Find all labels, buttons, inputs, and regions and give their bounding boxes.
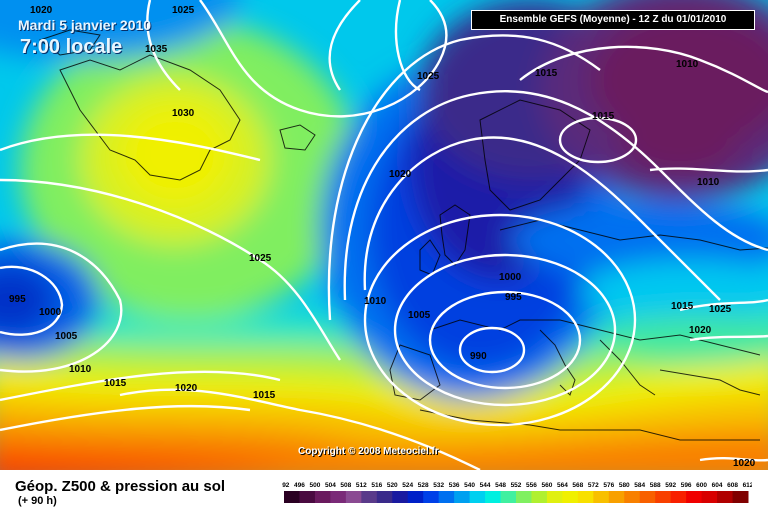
- isobar-label: 1020: [733, 458, 756, 469]
- isobar-label: 1010: [676, 59, 699, 70]
- colorbar-swatch: [624, 491, 641, 503]
- colorbar-swatch: [732, 491, 749, 503]
- colorbar-swatch: [376, 491, 393, 503]
- colorbar-swatch: [701, 491, 718, 503]
- isobar-label: 1035: [145, 44, 168, 55]
- isobar-label: 1030: [172, 108, 195, 119]
- colorbar-tick-label: 528: [418, 482, 429, 489]
- colorbar-tick-label: 596: [681, 482, 692, 489]
- colorbar-tick-label: 548: [495, 482, 506, 489]
- colorbar-tick-label: 580: [619, 482, 630, 489]
- isobar-label: 1005: [55, 331, 78, 342]
- colorbar-tick-label: 600: [696, 482, 707, 489]
- colorbar-tick-label: 608: [727, 482, 738, 489]
- isobar-label: 1025: [417, 71, 440, 82]
- colorbar-swatch: [330, 491, 347, 503]
- colorbar-swatch: [284, 491, 300, 503]
- isobar-label: 1020: [30, 5, 53, 16]
- isobar-label: 1010: [69, 364, 92, 375]
- footer-title: Géop. Z500 & pression au sol: [15, 478, 226, 495]
- colorbar-tick-label: 544: [480, 482, 491, 489]
- isobar-label: 1015: [253, 390, 276, 401]
- colorbar-tick-label: 496: [294, 482, 305, 489]
- geopotential-field: 1020 1025 1035 1030 1025 1015 1010 1015 …: [0, 0, 768, 470]
- colorbar-tick-label: 612: [743, 482, 752, 489]
- isobar-label: 1015: [104, 378, 127, 389]
- colorbar-swatch: [438, 491, 455, 503]
- colorbar-tick-label: 532: [433, 482, 444, 489]
- colorbar-swatch: [469, 491, 486, 503]
- colorbar-tick-label: 588: [650, 482, 661, 489]
- colorbar-tick-label: 540: [464, 482, 475, 489]
- colorbar-swatch: [423, 491, 440, 503]
- colorbar-tick-label: 568: [572, 482, 583, 489]
- isobar-label: 1020: [175, 383, 198, 394]
- isobar-labels: 1020 1025 1035 1030 1025 1015 1010 1015 …: [9, 5, 756, 469]
- colorbar-swatch: [314, 491, 331, 503]
- isobar-label: 1000: [39, 307, 62, 318]
- isobar-label: 1015: [535, 68, 558, 79]
- isobar-label: 1005: [408, 310, 431, 321]
- colorbar-swatch: [670, 491, 687, 503]
- colorbar-swatch: [608, 491, 625, 503]
- colorbar-tick-label: 500: [310, 482, 321, 489]
- isobar-label: 1025: [172, 5, 195, 16]
- colorbar-tick-label: 564: [557, 482, 568, 489]
- isobar-label: 1025: [249, 253, 272, 264]
- colorbar-swatch: [361, 491, 378, 503]
- colorbar-tick-label: 508: [340, 482, 351, 489]
- colorbar-tick-label: 536: [449, 482, 460, 489]
- colorbar-swatch: [562, 491, 579, 503]
- isobar-label: 1025: [709, 304, 732, 315]
- colorbar-swatch: [485, 491, 502, 503]
- color-scale: 492 496 500 504 508 512 516 520 524 528 532 536 540 5…: [282, 482, 752, 503]
- colorbar-tick-label: 576: [603, 482, 614, 489]
- isobar-label: 1015: [671, 301, 694, 312]
- colorbar-tick-label: 512: [356, 482, 367, 489]
- colorbar-tick-label: 516: [371, 482, 382, 489]
- colorbar-swatch: [454, 491, 471, 503]
- colorbar-tick-label: 504: [325, 482, 336, 489]
- colorbar-tick-label: 592: [665, 482, 676, 489]
- colorbar-swatch: [516, 491, 532, 503]
- colorbar-swatch: [577, 491, 594, 503]
- forecast-date: Mardi 5 janvier 2010: [18, 17, 152, 33]
- colorbar-swatch: [686, 491, 703, 503]
- footer-subtitle: (+ 90 h): [18, 495, 57, 507]
- colorbar-swatch: [531, 491, 548, 503]
- colorbar-swatch: [639, 491, 656, 503]
- isobar-label: 995: [9, 294, 26, 305]
- colorbar-tick-label: 560: [542, 482, 553, 489]
- isobar-label: 995: [505, 292, 522, 303]
- colorbar-tick-label: 524: [402, 482, 413, 489]
- colorbar-tick-label: 552: [511, 482, 522, 489]
- isobars: [0, 0, 768, 470]
- colorbar-swatch: [593, 491, 610, 503]
- isobar-label: 1000: [499, 272, 522, 283]
- isobar-label: 1020: [689, 325, 712, 336]
- isobar-label: 990: [470, 351, 487, 362]
- forecast-time: 7:00 locale: [20, 36, 123, 58]
- colorbar-swatch: [407, 491, 424, 503]
- colorbar-tick-label: 492: [282, 482, 290, 489]
- colorbar-tick-label: 520: [387, 482, 398, 489]
- colorbar-swatch: [655, 491, 672, 503]
- isobar-label: 1010: [364, 296, 387, 307]
- colorbar-swatch: [546, 491, 563, 503]
- colorbar-swatch: [717, 491, 734, 503]
- colorbar-tick-label: 556: [526, 482, 537, 489]
- isobar-label: 1015: [592, 111, 615, 122]
- isobar-label: 1020: [389, 169, 412, 180]
- colorbar-tick-label: 604: [712, 482, 723, 489]
- colorbar-swatch: [392, 491, 409, 503]
- copyright: Copyright © 2008 Meteociel.fr: [298, 446, 439, 457]
- ensemble-title: Ensemble GEFS (Moyenne) - 12 Z du 01/01/…: [471, 10, 755, 30]
- colorbar-tick-label: 572: [588, 482, 599, 489]
- colorbar-swatch: [345, 491, 362, 503]
- colorbar-tick-label: 584: [634, 482, 645, 489]
- colorbar-swatch: [299, 491, 316, 503]
- colorbar-swatch: [500, 491, 517, 503]
- weather-map: 1020 1025 1035 1030 1025 1015 1010 1015 …: [0, 0, 768, 470]
- isobar-label: 1010: [697, 177, 720, 188]
